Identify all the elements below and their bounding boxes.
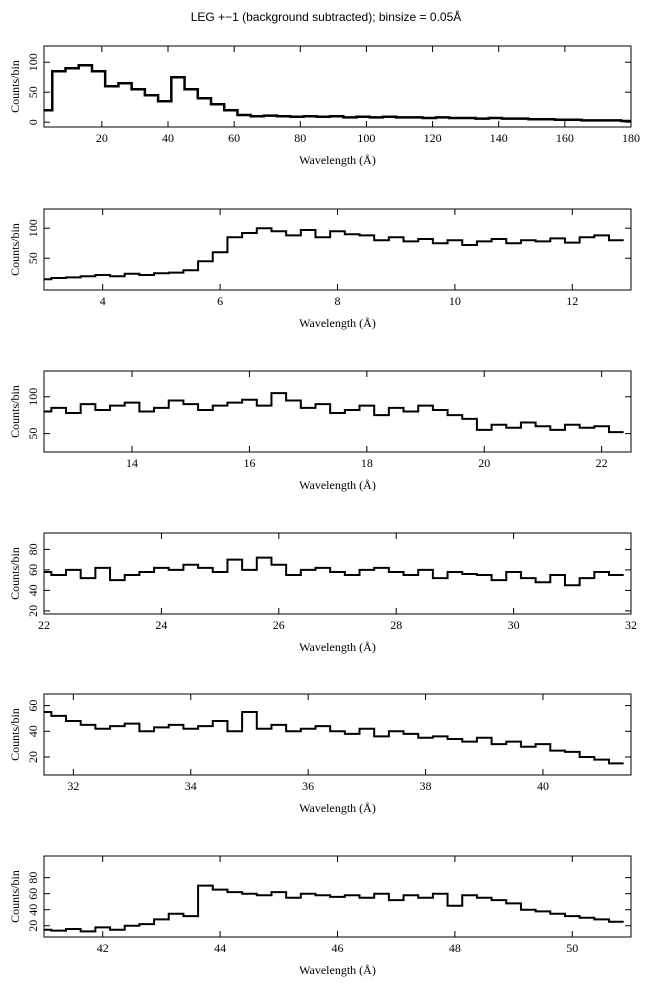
spectrum-line: [44, 63, 631, 123]
spectrum-line: [44, 227, 624, 281]
x-tick-label: 22: [596, 456, 608, 470]
y-tick-label: 50: [26, 86, 40, 98]
x-tick-label: 46: [332, 941, 344, 955]
x-axis-label: Wavelength (Å): [299, 153, 376, 167]
spectrum-line: [44, 711, 624, 765]
y-tick-label: 50: [26, 252, 40, 264]
x-tick-label: 120: [424, 131, 442, 145]
y-axis-label: Counts/bin: [8, 223, 22, 276]
y-tick-label: 20: [26, 920, 40, 932]
y-axis-label: Counts/bin: [8, 385, 22, 438]
spectrum-line: [44, 884, 624, 933]
y-axis-label: Counts/bin: [8, 870, 22, 923]
x-tick-label: 40: [537, 779, 549, 793]
x-tick-label: 44: [214, 941, 226, 955]
plot-frame: [43, 208, 632, 291]
y-tick-label: 80: [26, 543, 40, 555]
spectrum-line: [44, 556, 624, 587]
x-tick-label: 10: [449, 294, 461, 308]
x-tick-label: 16: [243, 456, 255, 470]
panel: 4 6 8 10 12 50 100 Wavelength (Å) Counts/bin: [8, 208, 632, 330]
y-tick-label: 100: [26, 219, 40, 237]
x-tick-label: 42: [97, 941, 109, 955]
x-axis-label: Wavelength (Å): [299, 963, 376, 977]
x-tick-label: 32: [67, 779, 79, 793]
x-tick-label: 30: [508, 618, 520, 632]
x-tick-label: 36: [302, 779, 314, 793]
x-tick-label: 28: [390, 618, 402, 632]
x-tick-label: 140: [490, 131, 508, 145]
y-axis-label: Counts/bin: [8, 708, 22, 761]
x-tick-label: 8: [335, 294, 341, 308]
y-tick-label: 80: [26, 872, 40, 884]
y-axis-label: Counts/bin: [8, 547, 22, 600]
panel: 20 40 60 80 100 120 140 160 180 0 50 100 Wavelength …: [8, 45, 640, 167]
plot-frame: [43, 532, 632, 615]
spectrum-line: [44, 392, 624, 434]
y-tick-label: 60: [26, 564, 40, 576]
x-tick-label: 38: [420, 779, 432, 793]
plot-frame: [43, 45, 632, 128]
y-tick-label: 40: [26, 725, 40, 737]
y-tick-label: 100: [26, 53, 40, 71]
x-tick-label: 18: [361, 456, 373, 470]
x-axis-label: Wavelength (Å): [299, 801, 376, 815]
plot-frame: [43, 693, 632, 776]
y-tick-label: 60: [26, 888, 40, 900]
x-tick-label: 32: [625, 618, 637, 632]
x-tick-label: 160: [556, 131, 574, 145]
x-tick-label: 12: [566, 294, 578, 308]
y-tick-label: 0: [26, 119, 40, 125]
panel: 22 24 26 28 30 32 20 40 60 80 Wavelength (Å) Counts…: [8, 532, 637, 654]
y-tick-label: 60: [26, 700, 40, 712]
x-tick-label: 20: [478, 456, 490, 470]
x-tick-label: 22: [38, 618, 50, 632]
x-tick-label: 80: [294, 131, 306, 145]
x-tick-label: 6: [217, 294, 223, 308]
panel: 32 34 36 38 40 20 40 60 Wavelength (Å) Counts/bin: [8, 693, 632, 815]
y-tick-label: 20: [26, 605, 40, 617]
x-tick-label: 60: [228, 131, 240, 145]
y-tick-label: 40: [26, 904, 40, 916]
x-tick-label: 50: [566, 941, 578, 955]
x-tick-label: 34: [185, 779, 197, 793]
x-axis-label: Wavelength (Å): [299, 316, 376, 330]
x-tick-label: 14: [126, 456, 138, 470]
figure-title: LEG +−1 (background subtracted); binsize…: [191, 9, 462, 24]
plot-frame: [43, 855, 632, 938]
y-tick-label: 20: [26, 751, 40, 763]
panel: 14 16 18 20 22 50 100 Wavelength (Å) Counts/bin: [8, 370, 632, 492]
y-tick-label: 40: [26, 584, 40, 596]
x-tick-label: 4: [100, 294, 106, 308]
y-tick-label: 50: [26, 428, 40, 440]
y-tick-label: 100: [26, 388, 40, 406]
panel: 42 44 46 48 50 20 40 60 80 Wavelength (Å) Counts/b…: [8, 855, 632, 977]
x-axis-label: Wavelength (Å): [299, 640, 376, 654]
x-tick-label: 180: [622, 131, 640, 145]
y-axis-label: Counts/bin: [8, 60, 22, 113]
x-tick-label: 24: [155, 618, 167, 632]
x-tick-label: 26: [273, 618, 285, 632]
x-tick-label: 20: [96, 131, 108, 145]
x-tick-label: 40: [162, 131, 174, 145]
x-tick-label: 100: [357, 131, 375, 145]
x-tick-label: 48: [449, 941, 461, 955]
x-axis-label: Wavelength (Å): [299, 478, 376, 492]
plot-frame: [43, 370, 632, 453]
